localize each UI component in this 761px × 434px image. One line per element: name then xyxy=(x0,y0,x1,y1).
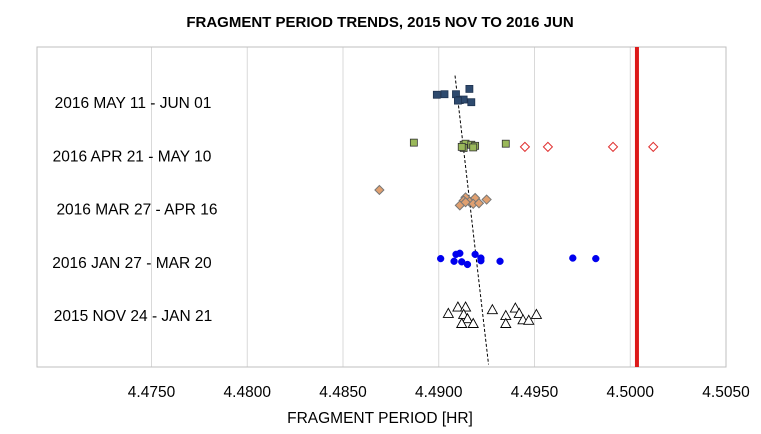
y-category-label: 2015 NOV 24 - JAN 21 xyxy=(54,308,213,325)
x-axis-ticks: 4.4750 4.4800 4.4850 4.4900 4.4950 4.5000 4.50… xyxy=(128,384,750,401)
data-point xyxy=(592,254,600,263)
data-point xyxy=(607,141,619,153)
chart-title: FRAGMENT PERIOD TRENDS, 2015 NOV TO 2016… xyxy=(186,14,573,31)
x-tick-label: 4.4800 xyxy=(224,384,272,401)
data-point xyxy=(467,317,479,328)
data-point xyxy=(442,307,455,318)
x-tick-label: 4.4900 xyxy=(415,384,463,401)
x-tick-label: 4.5000 xyxy=(607,384,655,401)
data-point xyxy=(542,141,554,153)
data-point xyxy=(460,197,471,208)
data-point xyxy=(501,139,510,148)
data-point xyxy=(457,142,466,151)
data-point xyxy=(450,257,458,265)
y-category-label: 2016 JAN 27 - MAR 20 xyxy=(52,255,212,272)
trendline-group xyxy=(454,75,490,365)
x-tick-label: 4.4950 xyxy=(511,384,559,401)
data-point xyxy=(456,249,464,257)
data-point xyxy=(374,184,385,196)
data-point xyxy=(463,260,472,269)
data-point xyxy=(500,317,512,328)
data-point xyxy=(522,314,535,325)
x-tick-label: 4.5050 xyxy=(702,384,750,401)
y-axis-categories: 2015 NOV 24 - JAN 21 2016 JAN 27 - MAR 20… xyxy=(52,95,217,325)
data-point xyxy=(453,96,462,105)
y-category-label: 2016 APR 21 - MAY 10 xyxy=(53,148,212,165)
data-point xyxy=(440,90,449,99)
data-point xyxy=(469,143,478,152)
y-category-label: 2016 MAR 27 - APR 16 xyxy=(56,202,217,219)
data-point xyxy=(519,141,531,153)
data-point xyxy=(477,257,485,265)
data-point xyxy=(530,308,543,319)
data-points xyxy=(374,85,659,328)
data-point xyxy=(569,254,577,262)
data-point xyxy=(467,98,476,107)
data-point xyxy=(473,198,485,209)
data-point xyxy=(509,302,522,313)
plot-area xyxy=(36,46,727,368)
data-point xyxy=(409,138,418,147)
data-point xyxy=(432,90,441,99)
data-point xyxy=(452,301,464,312)
data-point xyxy=(455,317,468,328)
data-point xyxy=(648,141,659,153)
x-tick-label: 4.4750 xyxy=(128,384,176,401)
data-point xyxy=(513,307,525,318)
x-tick-label: 4.4850 xyxy=(319,384,367,401)
data-point xyxy=(459,301,472,312)
data-point xyxy=(496,257,504,265)
data-point xyxy=(471,250,479,259)
data-point xyxy=(461,312,474,324)
trendline xyxy=(454,75,490,365)
grid xyxy=(151,47,631,367)
data-point xyxy=(465,85,474,93)
data-point xyxy=(486,303,499,315)
data-point xyxy=(481,194,492,205)
x-axis-label: FRAGMENT PERIOD [HR] xyxy=(287,410,473,427)
data-point xyxy=(437,254,445,263)
y-category-label: 2016 MAY 11 - JUN 01 xyxy=(55,95,212,112)
